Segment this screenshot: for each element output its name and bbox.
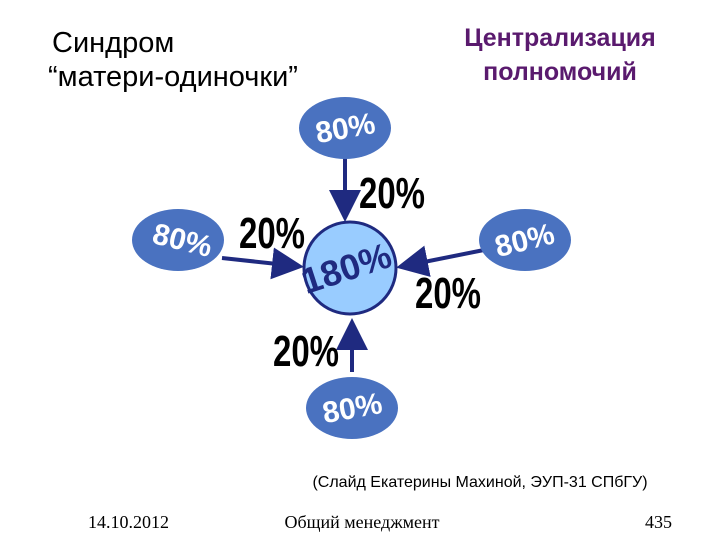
edge-label: 20%: [273, 328, 339, 377]
arrow: [396, 245, 485, 277]
footer-date: 14.10.2012: [88, 512, 169, 532]
arrow: [221, 247, 304, 280]
center-node: [302, 220, 398, 316]
heading-line: Централизация: [464, 24, 656, 52]
title-line: Синдром: [52, 27, 174, 59]
footer-subject: Общий менеджмент: [284, 512, 439, 532]
edge-label: 20%: [239, 210, 305, 259]
node: [132, 209, 224, 271]
title-line: “матери-одиночки”: [48, 61, 298, 93]
caption: (Слайд Екатерины Махиной, ЭУП-31 СПбГУ): [312, 474, 647, 491]
node: [306, 377, 398, 439]
footer-page: 435: [645, 512, 672, 532]
edge-label: 20%: [415, 270, 481, 319]
edge-label: 20%: [359, 170, 425, 219]
node: [299, 97, 391, 159]
node: [479, 209, 571, 271]
heading-line: полномочий: [483, 58, 637, 86]
